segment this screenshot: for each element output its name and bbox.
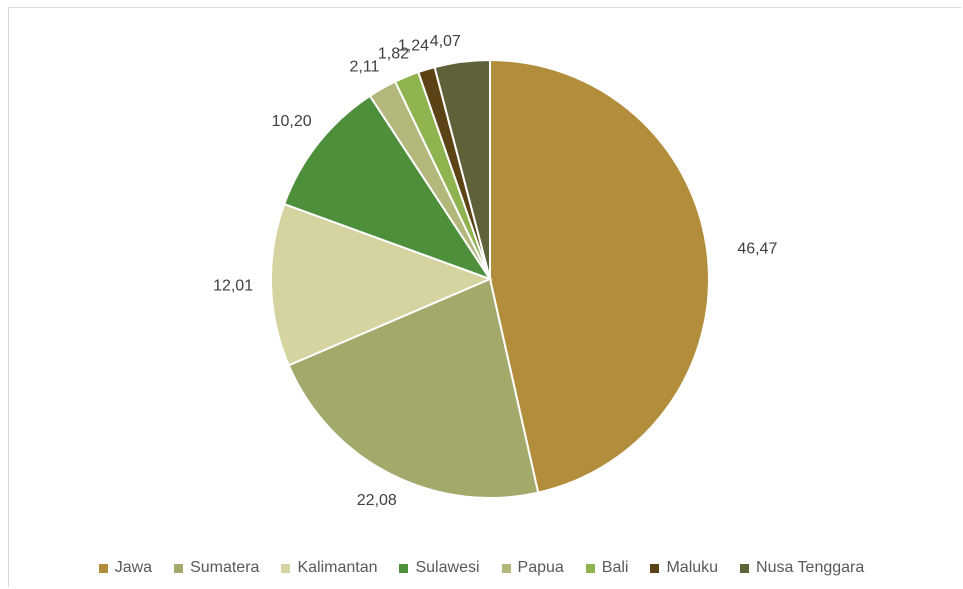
data-label-sulawesi: 10,20 bbox=[272, 113, 312, 130]
pie-slice-nusa-tenggara bbox=[433, 58, 491, 280]
legend-item-maluku: Maluku bbox=[650, 559, 718, 577]
legend-label: Jawa bbox=[114, 559, 153, 576]
data-label-sumatera: 22,08 bbox=[357, 492, 397, 509]
pie-slice-jawa bbox=[489, 58, 710, 494]
legend-label: Nusa Tenggara bbox=[756, 559, 865, 576]
legend-label: Papua bbox=[517, 559, 564, 576]
pie-chart: 46,47 22,08 12,01 10,20 2,111,821,24 4,07 bbox=[213, 33, 777, 509]
legend: Jawa Sumatera Kalimantan Sulawesi Papua Bali M… bbox=[0, 556, 963, 580]
data-label-papua: 2,11 bbox=[349, 59, 379, 76]
legend-item-papua: Papua bbox=[501, 559, 564, 577]
legend-item-nusa-tenggara: Nusa Tenggara bbox=[740, 559, 864, 577]
legend-swatch bbox=[174, 563, 184, 573]
legend-swatch bbox=[281, 563, 291, 573]
legend-swatch bbox=[585, 563, 595, 573]
legend-label: Bali bbox=[601, 559, 629, 576]
data-label-kalimantan: 12,01 bbox=[213, 277, 253, 294]
legend-label: Sulawesi bbox=[415, 559, 480, 576]
pie-slice-sumatera bbox=[287, 277, 540, 499]
legend-swatch bbox=[740, 563, 750, 573]
pie-slice-kalimantan bbox=[270, 202, 493, 367]
legend-swatch bbox=[501, 563, 511, 573]
legend-item-sumatera: Sumatera bbox=[174, 559, 259, 577]
legend-label: Sumatera bbox=[190, 559, 260, 576]
legend-label: Kalimantan bbox=[297, 559, 378, 576]
legend-item-bali: Bali bbox=[585, 559, 629, 577]
legend-swatch bbox=[98, 563, 108, 573]
data-label-jawa: 46,47 bbox=[737, 240, 777, 257]
legend-item-jawa: Jawa bbox=[98, 559, 153, 577]
pie-slice-sulawesi bbox=[282, 94, 493, 281]
data-label-bali: 1,82 bbox=[378, 46, 409, 63]
legend-item-kalimantan: Kalimantan bbox=[281, 559, 377, 577]
legend-swatch bbox=[399, 563, 409, 573]
legend-item-sulawesi: Sulawesi bbox=[399, 559, 480, 577]
legend-label: Maluku bbox=[666, 559, 719, 576]
data-label-maluku: 1,24 bbox=[398, 38, 429, 55]
data-label-nusa-tenggara: 4,07 bbox=[430, 33, 461, 50]
legend-swatch bbox=[650, 563, 660, 573]
